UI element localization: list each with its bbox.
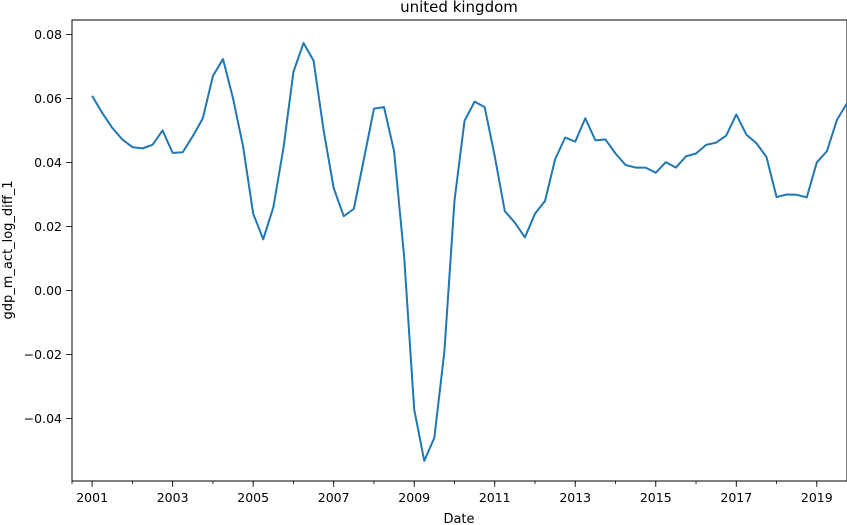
x-tick-label: 2005	[237, 490, 269, 505]
y-axis: 0.08 0.06 0.04 0.02 0.00 −0.02 −0.04	[24, 27, 72, 426]
y-axis-label: gdp_m_act_log_diff_1	[1, 180, 16, 319]
y-tick-label: 0.00	[34, 283, 62, 298]
plot-area	[71, 19, 847, 482]
x-axis-label: Date	[443, 512, 474, 525]
chart-title: united kingdom	[400, 0, 518, 16]
series-line	[91, 42, 847, 462]
y-tick-label: 0.06	[34, 91, 62, 106]
x-tick-label: 2011	[479, 490, 511, 505]
y-tick-label: −0.02	[24, 347, 62, 362]
x-tick-label: 2003	[157, 490, 189, 505]
x-axis: 2001 2003 2005 2007 2009 2011 2013 2015 2017 2019	[71, 481, 833, 505]
y-tick-label: 0.02	[34, 219, 62, 234]
x-tick-label: 2015	[640, 490, 672, 505]
x-tick-label: 2019	[801, 490, 833, 505]
x-tick-label: 2007	[318, 490, 350, 505]
plot-frame	[71, 19, 847, 482]
y-tick-label: −0.04	[24, 411, 62, 426]
y-tick-label: 0.04	[34, 155, 62, 170]
x-tick-label: 2017	[720, 490, 752, 505]
x-tick-label: 2009	[398, 490, 430, 505]
x-tick-label: 2001	[76, 490, 108, 505]
y-tick-label: 0.08	[34, 27, 62, 42]
x-tick-label: 2013	[559, 490, 591, 505]
